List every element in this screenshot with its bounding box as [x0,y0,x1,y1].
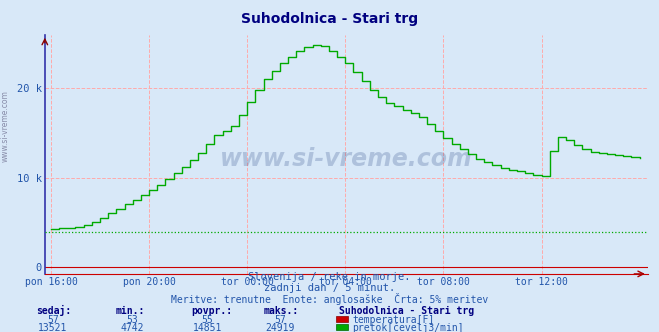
Text: pretok[čevelj3/min]: pretok[čevelj3/min] [353,322,464,332]
Text: 57: 57 [274,315,286,325]
Text: maks.:: maks.: [264,306,299,316]
Text: www.si-vreme.com: www.si-vreme.com [1,90,10,162]
Text: 24919: 24919 [266,323,295,332]
Text: 55: 55 [202,315,214,325]
Text: Suhodolnica - Stari trg: Suhodolnica - Stari trg [241,12,418,26]
Text: sedaj:: sedaj: [36,305,71,316]
Text: www.si-vreme.com: www.si-vreme.com [220,147,473,171]
Text: 53: 53 [126,315,138,325]
Text: Meritve: trenutne  Enote: anglosaške  Črta: 5% meritev: Meritve: trenutne Enote: anglosaške Črta… [171,293,488,305]
Text: zadnji dan / 5 minut.: zadnji dan / 5 minut. [264,284,395,293]
Text: temperatura[F]: temperatura[F] [353,315,435,325]
Text: Slovenija / reke in morje.: Slovenija / reke in morje. [248,272,411,282]
Text: 14851: 14851 [193,323,222,332]
Text: min.:: min.: [115,306,145,316]
Text: Suhodolnica - Stari trg: Suhodolnica - Stari trg [339,306,474,316]
Text: 4742: 4742 [120,323,144,332]
Text: 13521: 13521 [38,323,67,332]
Text: 57: 57 [47,315,59,325]
Text: povpr.:: povpr.: [191,306,232,316]
